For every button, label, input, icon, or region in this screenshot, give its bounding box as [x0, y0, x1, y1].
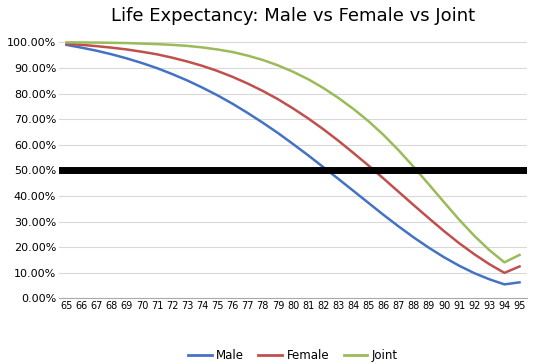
Line: Female: Female — [67, 44, 520, 273]
Joint — [305, 77, 311, 82]
Male — [169, 72, 176, 76]
Female — [486, 262, 492, 266]
Female — [365, 163, 372, 168]
Joint — [154, 42, 160, 46]
Female — [245, 82, 251, 86]
Female — [411, 203, 417, 207]
Joint — [245, 54, 251, 58]
Female — [380, 177, 387, 181]
Female — [320, 127, 326, 131]
Female — [230, 75, 236, 79]
Female — [199, 64, 206, 68]
Joint — [184, 44, 191, 48]
Female — [78, 43, 85, 47]
Male — [199, 86, 206, 90]
Female — [426, 216, 432, 221]
Male — [290, 142, 296, 146]
Joint — [471, 234, 477, 238]
Joint — [365, 119, 372, 123]
Joint — [396, 148, 402, 153]
Joint — [335, 96, 342, 100]
Female — [456, 241, 462, 245]
Joint — [199, 45, 206, 50]
Female — [290, 106, 296, 111]
Joint — [230, 50, 236, 54]
Male — [78, 46, 85, 50]
Male — [516, 280, 523, 285]
Female — [441, 229, 447, 233]
Joint — [501, 260, 508, 265]
Male — [441, 255, 447, 260]
Joint — [426, 182, 432, 187]
Joint — [320, 86, 326, 90]
Male — [501, 282, 508, 286]
Female — [154, 52, 160, 56]
Female — [274, 97, 281, 101]
Female — [350, 151, 357, 155]
Male — [64, 43, 70, 47]
Joint — [260, 58, 266, 62]
Title: Life Expectancy: Male vs Female vs Joint: Life Expectancy: Male vs Female vs Joint — [111, 7, 475, 25]
Joint — [214, 47, 221, 52]
Joint — [78, 40, 85, 45]
Joint — [380, 133, 387, 137]
Female — [471, 252, 477, 256]
Male — [154, 66, 160, 70]
Male — [230, 102, 236, 106]
Male — [380, 213, 387, 217]
Female — [335, 138, 342, 143]
Male — [139, 61, 145, 65]
Joint — [108, 41, 115, 45]
Joint — [441, 200, 447, 204]
Female — [214, 69, 221, 73]
Male — [411, 235, 417, 240]
Male — [426, 246, 432, 250]
Line: Joint: Joint — [67, 42, 520, 262]
Legend: Male, Female, Joint: Male, Female, Joint — [183, 344, 403, 364]
Joint — [456, 217, 462, 222]
Female — [64, 41, 70, 46]
Male — [124, 56, 130, 61]
Male — [108, 52, 115, 56]
Female — [124, 47, 130, 52]
Male — [456, 264, 462, 268]
Male — [350, 189, 357, 193]
Male — [260, 120, 266, 125]
Female — [501, 271, 508, 275]
Male — [184, 78, 191, 83]
Joint — [139, 41, 145, 46]
Female — [93, 44, 100, 48]
Male — [471, 271, 477, 275]
Joint — [290, 70, 296, 74]
Male — [335, 177, 342, 181]
Male — [214, 93, 221, 98]
Male — [396, 224, 402, 229]
Line: Male: Male — [67, 45, 520, 284]
Female — [169, 55, 176, 60]
Male — [305, 153, 311, 158]
Male — [93, 48, 100, 53]
Joint — [93, 40, 100, 45]
Joint — [516, 253, 523, 257]
Female — [108, 46, 115, 50]
Male — [486, 277, 492, 281]
Female — [516, 264, 523, 269]
Male — [365, 201, 372, 205]
Joint — [486, 248, 492, 252]
Female — [396, 190, 402, 194]
Female — [305, 116, 311, 120]
Male — [245, 111, 251, 115]
Male — [274, 131, 281, 135]
Joint — [411, 165, 417, 169]
Female — [139, 50, 145, 54]
Female — [260, 89, 266, 93]
Joint — [350, 107, 357, 111]
Joint — [64, 40, 70, 44]
Joint — [169, 43, 176, 47]
Joint — [274, 63, 281, 68]
Male — [320, 165, 326, 169]
Female — [184, 59, 191, 64]
Joint — [124, 41, 130, 45]
